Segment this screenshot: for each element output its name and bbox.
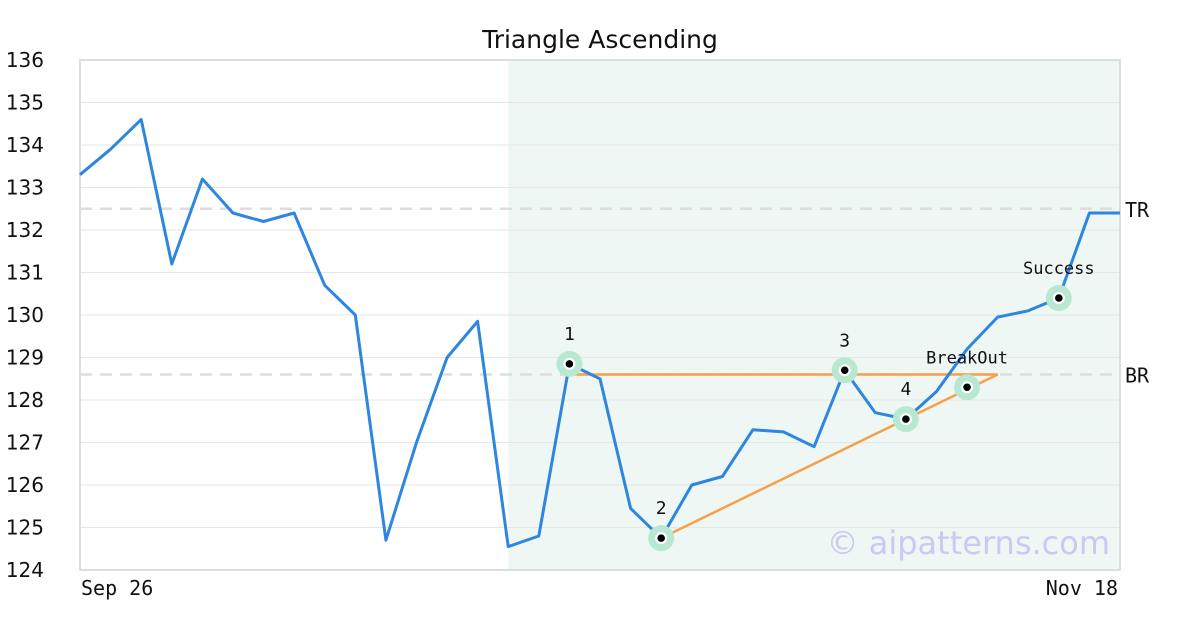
pattern-point-3-dot — [840, 366, 849, 375]
annotation-breakout-dot — [963, 383, 971, 392]
level-label-br: BR — [1125, 364, 1150, 388]
pattern-point-1-dot — [565, 360, 574, 368]
annotation-label: Success — [1023, 259, 1095, 279]
annotation-label: BreakOut — [926, 348, 1008, 368]
y-tick-label: 136 — [6, 48, 44, 72]
x-tick-label: Sep 26 — [81, 576, 153, 600]
y-tick-label: 126 — [6, 473, 44, 497]
y-tick-label: 133 — [6, 176, 44, 200]
y-tick-label: 134 — [6, 133, 44, 157]
y-tick-label: 132 — [6, 218, 44, 242]
watermark-text: © aipatterns.com — [827, 524, 1110, 562]
y-tick-label: 127 — [6, 431, 44, 455]
y-tick-label: 124 — [6, 558, 44, 582]
pattern-point-2-dot — [657, 534, 665, 542]
price-line — [79, 118, 1120, 549]
chart-title: Triangle Ascending — [481, 25, 718, 54]
y-tick-label: 130 — [6, 303, 44, 327]
support-line — [660, 373, 999, 540]
pattern-point-label: 3 — [839, 330, 850, 351]
y-tick-label: 131 — [6, 261, 44, 285]
pattern-point-4-dot — [902, 415, 910, 423]
x-tick-label: Nov 18 — [1046, 576, 1118, 600]
plot-frame — [79, 59, 1121, 571]
y-tick-label: 125 — [6, 516, 44, 540]
pattern-point-label: 4 — [900, 379, 911, 400]
annotation-success-dot — [1055, 294, 1063, 302]
y-tick-label: 128 — [6, 388, 44, 412]
pattern-point-label: 2 — [656, 498, 667, 519]
level-label-tr: TR — [1125, 198, 1150, 222]
y-tick-label: 135 — [6, 91, 44, 115]
y-tick-label: 129 — [6, 346, 44, 370]
pattern-point-label: 1 — [564, 324, 575, 345]
